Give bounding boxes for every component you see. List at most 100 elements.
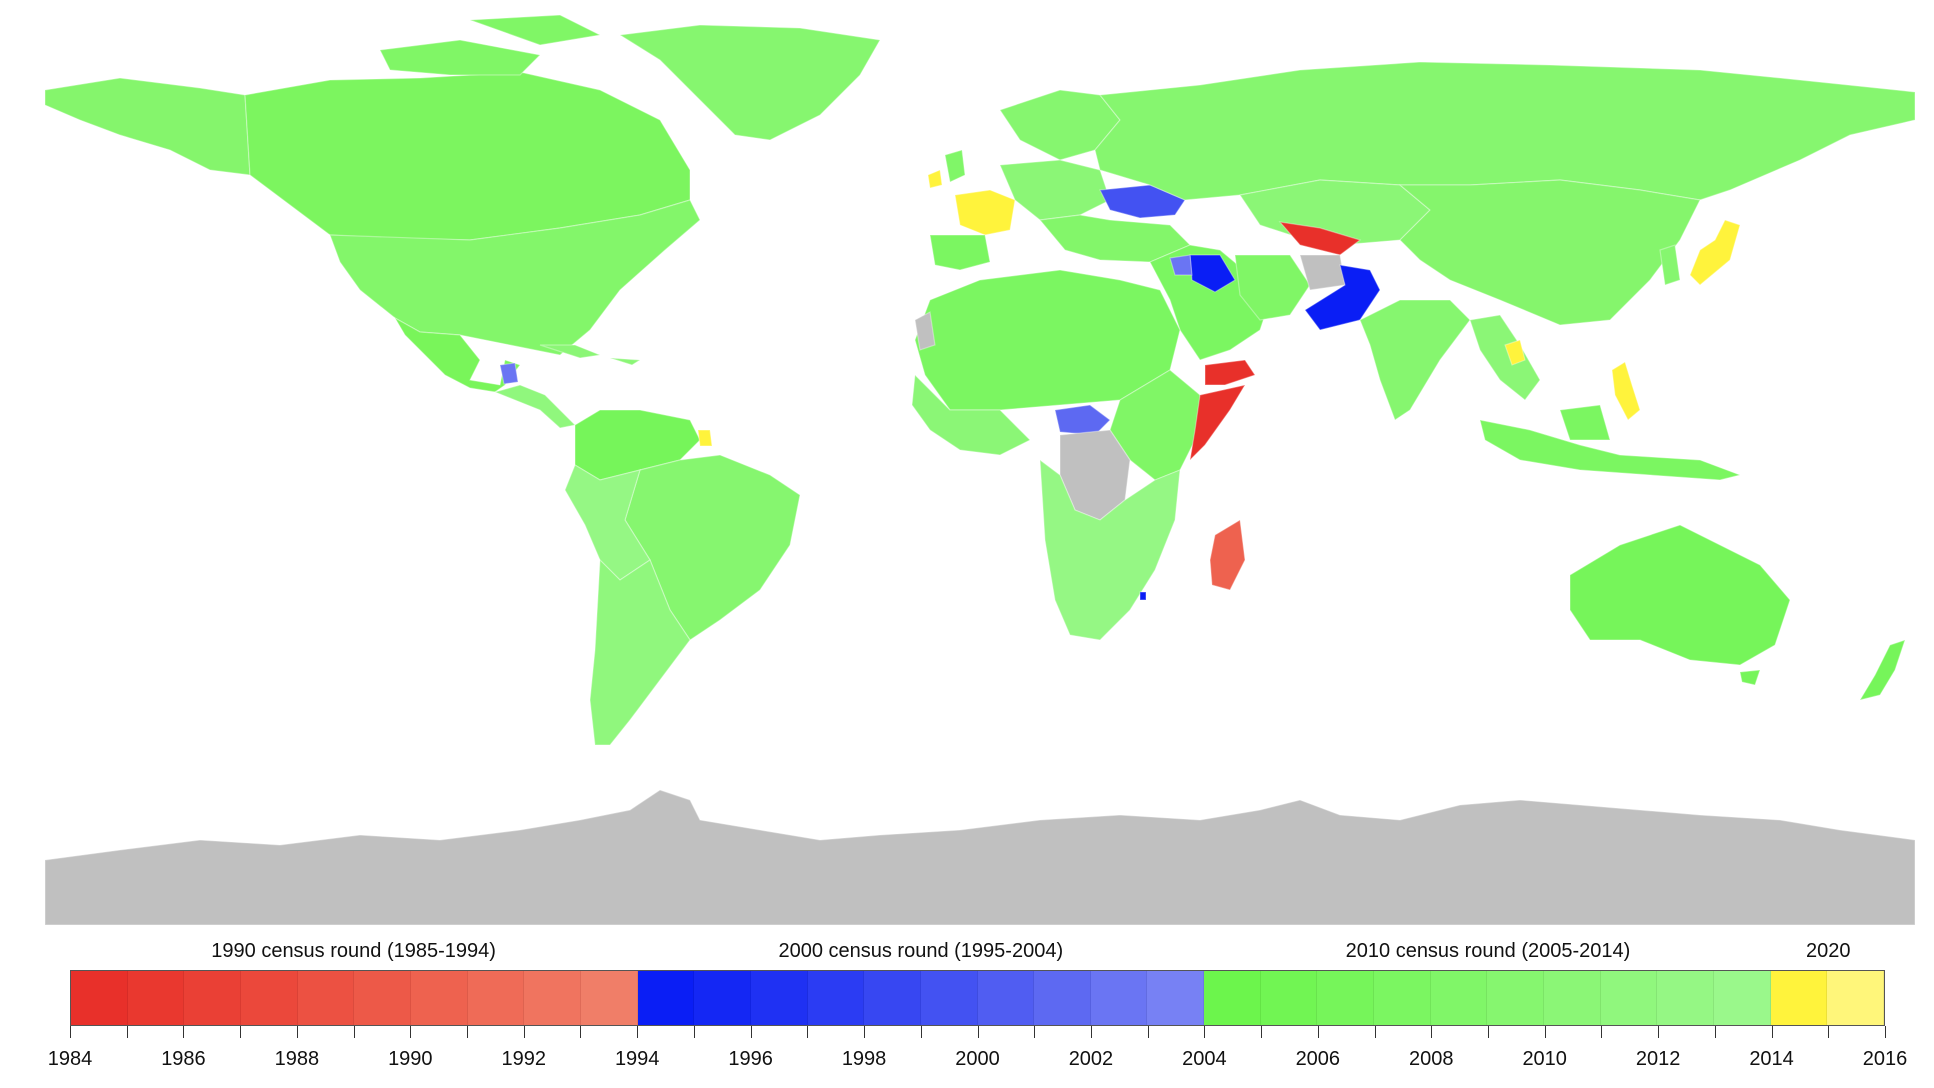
colorbar-tick-label: 1992 bbox=[501, 1048, 547, 1070]
colorbar-tick bbox=[1885, 1026, 1886, 1038]
region-iran[interactable] bbox=[1234, 254, 1311, 321]
region-iberia[interactable] bbox=[929, 234, 991, 271]
region-guyana[interactable] bbox=[697, 429, 713, 447]
region-southern-africa[interactable] bbox=[1039, 458, 1181, 641]
colorbar-swatch bbox=[1260, 971, 1318, 1025]
colorbar-tick-label: 2012 bbox=[1635, 1048, 1681, 1070]
region-india[interactable] bbox=[1359, 299, 1471, 421]
colorbar-swatch bbox=[127, 971, 185, 1025]
region-syria[interactable] bbox=[1169, 254, 1193, 276]
region-australia[interactable] bbox=[1569, 524, 1791, 666]
colorbar-tick bbox=[1034, 1026, 1036, 1038]
colorbar-swatch bbox=[694, 971, 751, 1025]
colorbar-swatch bbox=[1657, 971, 1715, 1025]
region-western-sahara[interactable] bbox=[914, 311, 936, 351]
colorbar-tick bbox=[1374, 1026, 1376, 1038]
colorbar-tick-label: 2004 bbox=[1182, 1048, 1227, 1070]
colorbar-swatch bbox=[750, 971, 808, 1025]
region-alaska[interactable] bbox=[44, 77, 251, 176]
region-canada-islands[interactable] bbox=[379, 14, 602, 76]
colorbar-tick bbox=[1090, 1026, 1092, 1038]
colorbar-swatch bbox=[240, 971, 298, 1025]
region-canada[interactable] bbox=[244, 71, 691, 241]
colorbar-swatch bbox=[580, 971, 638, 1025]
region-russia[interactable] bbox=[1094, 61, 1916, 201]
region-central-african-rep[interactable] bbox=[1054, 404, 1111, 436]
colorbar-swatch bbox=[467, 971, 525, 1025]
colorbar-swatch bbox=[977, 971, 1035, 1025]
colorbar-swatch bbox=[1374, 971, 1431, 1025]
round-title: 2010 census round (2005-2014) bbox=[1345, 940, 1631, 962]
colorbar-tick bbox=[126, 1026, 128, 1038]
region-mexico[interactable] bbox=[393, 316, 521, 393]
colorbar-tick-label: 1984 bbox=[47, 1048, 93, 1070]
region-swaziland[interactable] bbox=[1139, 591, 1147, 601]
region-great-britain[interactable] bbox=[944, 149, 966, 183]
colorbar-swatch bbox=[807, 971, 865, 1025]
colorbar bbox=[70, 970, 1885, 1026]
region-tasmania[interactable] bbox=[1739, 669, 1761, 686]
region-usa[interactable] bbox=[329, 199, 701, 356]
region-southeast-asia[interactable] bbox=[1469, 314, 1541, 401]
colorbar-swatch bbox=[864, 971, 921, 1025]
colorbar-swatch bbox=[524, 971, 581, 1025]
round-title: 2020 bbox=[1806, 940, 1851, 962]
colorbar-tick bbox=[637, 1026, 639, 1038]
region-west-africa[interactable] bbox=[911, 373, 1032, 456]
region-china-mongolia[interactable] bbox=[1398, 179, 1701, 326]
region-somalia[interactable] bbox=[1189, 384, 1247, 462]
region-korea[interactable] bbox=[1659, 244, 1681, 286]
colorbar-tick bbox=[1204, 1026, 1206, 1038]
colorbar-ticks bbox=[70, 1026, 1886, 1040]
region-uk-ireland[interactable] bbox=[927, 169, 943, 189]
region-central-america[interactable] bbox=[493, 384, 577, 429]
colorbar-tick bbox=[864, 1026, 866, 1038]
colorbar-tick bbox=[523, 1026, 525, 1038]
region-laos[interactable] bbox=[1504, 339, 1526, 366]
colorbar-tick bbox=[1147, 1026, 1149, 1038]
colorbar-swatch bbox=[637, 971, 695, 1025]
colorbar-tick bbox=[1487, 1026, 1489, 1038]
round-title: 1990 census round (1985-1994) bbox=[211, 940, 496, 962]
region-madagascar[interactable] bbox=[1209, 519, 1246, 591]
colorbar-tick-label: 1996 bbox=[728, 1048, 773, 1070]
map-legend: 1990 census round (1985-1994) 2000 census… bbox=[0, 930, 1934, 1088]
colorbar-tick-label: 1994 bbox=[614, 1048, 660, 1070]
round-title: 2000 census round (1995-2004) bbox=[778, 940, 1064, 962]
colorbar-swatch bbox=[1147, 971, 1205, 1025]
colorbar-swatch bbox=[1544, 971, 1601, 1025]
colorbar-swatch bbox=[1034, 971, 1091, 1025]
colorbar-swatch bbox=[354, 971, 411, 1025]
colorbar-tick bbox=[1714, 1026, 1716, 1038]
colorbar-tick bbox=[920, 1026, 922, 1038]
colorbar-swatch bbox=[1714, 971, 1771, 1025]
colorbar-tick-label: 1986 bbox=[161, 1048, 206, 1070]
region-iraq[interactable] bbox=[1189, 254, 1236, 293]
colorbar-tick-label: 2008 bbox=[1409, 1048, 1454, 1070]
region-indonesia[interactable] bbox=[1479, 404, 1743, 481]
region-antarctica[interactable] bbox=[44, 789, 1916, 926]
colorbar-tick-label: 2016 bbox=[1862, 1048, 1908, 1070]
region-philippines[interactable] bbox=[1611, 361, 1641, 421]
region-greenland[interactable] bbox=[618, 24, 881, 141]
colorbar-tick bbox=[1261, 1026, 1263, 1038]
region-caribbean[interactable] bbox=[539, 344, 642, 366]
colorbar-tick bbox=[977, 1026, 979, 1038]
region-france[interactable] bbox=[954, 189, 1016, 236]
region-guatemala[interactable] bbox=[499, 362, 519, 385]
region-central-europe[interactable] bbox=[999, 159, 1111, 221]
colorbar-swatch bbox=[1487, 971, 1545, 1025]
colorbar-tick bbox=[240, 1026, 242, 1038]
world-map bbox=[44, 14, 1916, 926]
region-japan[interactable] bbox=[1689, 219, 1741, 286]
colorbar-tick bbox=[1658, 1026, 1660, 1038]
colorbar-tick-label: 1990 bbox=[388, 1048, 433, 1070]
colorbar-tick bbox=[410, 1026, 412, 1038]
colorbar-tick-label: 1988 bbox=[274, 1048, 320, 1070]
region-argentina-chile[interactable] bbox=[589, 558, 691, 746]
region-pakistan[interactable] bbox=[1304, 264, 1381, 331]
region-yemen[interactable] bbox=[1204, 359, 1256, 386]
colorbar-swatch bbox=[71, 971, 128, 1025]
region-new-zealand[interactable] bbox=[1858, 639, 1906, 701]
region-uzbekistan[interactable] bbox=[1278, 221, 1362, 256]
